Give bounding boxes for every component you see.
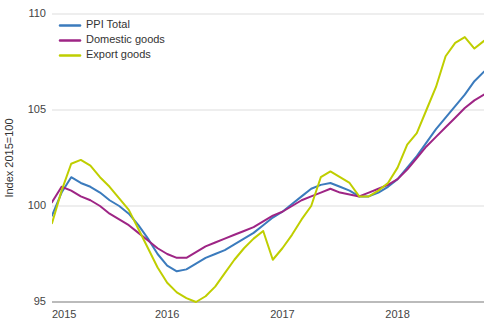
y-axis-label: Index 2015=100 [3, 118, 15, 197]
grid-line [52, 302, 484, 303]
y-tick-label: 95 [34, 295, 46, 307]
grid-line [52, 110, 484, 111]
series-line [52, 37, 484, 302]
y-tick-label: 110 [28, 7, 46, 19]
y-tick-label: 100 [28, 199, 46, 211]
x-axis-line [52, 302, 484, 303]
x-tick-label: 2018 [385, 308, 409, 320]
y-tick-label: 105 [28, 103, 46, 115]
plot-area [52, 37, 484, 302]
legend-swatch [60, 24, 80, 27]
chart: 95 100 105 110 2015 2016 2017 2018 Index 2015=10… [0, 0, 500, 330]
series-line [52, 72, 484, 272]
legend: PPI Total Domestic goods Export goods [60, 18, 165, 60]
x-tick-label: 2016 [155, 308, 179, 320]
legend-swatch [60, 39, 80, 42]
series-line [52, 95, 484, 258]
x-tick-label: 2017 [270, 308, 294, 320]
legend-label: Domestic goods [86, 33, 165, 45]
grid-line [52, 14, 484, 15]
legend-swatch [60, 54, 80, 57]
x-tick-label: 2015 [52, 308, 76, 320]
legend-label: Export goods [86, 48, 151, 60]
legend-label: PPI Total [86, 18, 130, 30]
